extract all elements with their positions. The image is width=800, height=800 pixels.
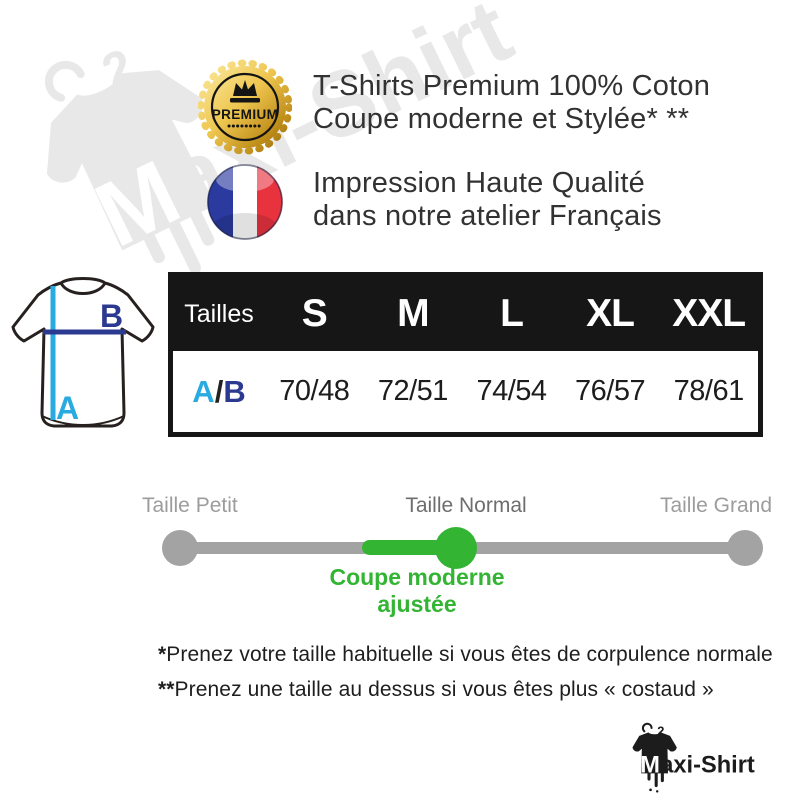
premium-line2: Coupe moderne et Stylée* ** bbox=[313, 103, 690, 135]
size-col-m: M bbox=[397, 292, 429, 335]
size-value-s: 70/48 bbox=[279, 375, 350, 407]
tshirt-measure-diagram: B A bbox=[11, 277, 155, 428]
badge-inner-ring bbox=[210, 72, 280, 142]
diagram-label-b: B bbox=[100, 298, 123, 334]
french-flag-icon bbox=[207, 164, 283, 240]
printing-line1: Impression Haute Qualité bbox=[313, 167, 646, 199]
slider-endpoint-left bbox=[162, 530, 198, 566]
footnote-2-marker: ** bbox=[158, 678, 175, 701]
premium-line1: T-Shirts Premium 100% Coton bbox=[313, 70, 711, 102]
size-table-header-label: Tailles bbox=[184, 299, 254, 328]
tshirt-hem-line bbox=[41, 415, 125, 426]
measure-row-label: A/B bbox=[173, 374, 265, 410]
premium-badge-icon: PREMIUM bbox=[198, 59, 292, 155]
premium-badge-label: PREMIUM bbox=[212, 107, 279, 122]
badge-face bbox=[204, 66, 286, 148]
measure-a-label: A bbox=[192, 373, 215, 409]
footnote-1: *Prenez votre taille habituelle si vous … bbox=[158, 643, 773, 667]
size-table-header: Tailles S M L XL XXL bbox=[173, 277, 758, 351]
slider-label-large: Taille Grand bbox=[659, 494, 772, 517]
size-col-xxl: XXL bbox=[672, 292, 746, 335]
crown-icon bbox=[233, 80, 257, 96]
size-value-m: 72/51 bbox=[377, 375, 449, 407]
fit-annotation-line2: ajustée bbox=[377, 591, 457, 617]
size-value-xxl: 78/61 bbox=[673, 375, 745, 407]
fit-annotation: Coupe moderne ajustée bbox=[329, 564, 504, 618]
size-table: Tailles S M L XL XXL A/B 70/48 72/51 74/… bbox=[168, 272, 763, 437]
premium-feature-text: T-Shirts Premium 100% Coton Coupe modern… bbox=[313, 70, 710, 136]
brand-logo bbox=[631, 722, 756, 794]
size-value-l: 74/54 bbox=[476, 375, 547, 407]
slider-label-small: Taille Petit bbox=[142, 494, 238, 517]
diagram-label-a: A bbox=[56, 390, 79, 426]
size-col-s: S bbox=[301, 292, 328, 335]
footnote-2: **Prenez une taille au dessus si vous êt… bbox=[158, 678, 714, 702]
footnote-1-text: Prenez votre taille habituelle si vous ê… bbox=[166, 643, 773, 666]
measure-b-label: B bbox=[223, 373, 246, 409]
tshirt-collar bbox=[59, 282, 107, 295]
size-value-xl: 76/57 bbox=[575, 375, 646, 407]
footnote-1-marker: * bbox=[158, 643, 167, 666]
fit-slider-fill bbox=[362, 540, 457, 555]
slider-endpoint-right bbox=[727, 530, 763, 566]
tshirt-outline bbox=[11, 277, 155, 428]
badge-scallop-edge bbox=[198, 59, 292, 155]
size-col-l: L bbox=[500, 292, 524, 335]
printing-feature-text: Impression Haute Qualité dans notre atel… bbox=[313, 167, 662, 233]
size-col-xl: XL bbox=[586, 292, 635, 335]
crown-base-bar bbox=[230, 98, 260, 103]
size-table-row: A/B 70/48 72/51 74/54 76/57 78/61 bbox=[173, 351, 758, 432]
slider-label-normal: Taille Normal bbox=[405, 494, 527, 517]
measure-separator: / bbox=[214, 373, 224, 409]
fit-annotation-line1: Coupe moderne bbox=[329, 564, 505, 590]
footnote-2-text: Prenez une taille au dessus si vous êtes… bbox=[174, 678, 714, 701]
printing-line2: dans notre atelier Français bbox=[313, 200, 662, 232]
fit-slider-knob bbox=[435, 527, 477, 569]
